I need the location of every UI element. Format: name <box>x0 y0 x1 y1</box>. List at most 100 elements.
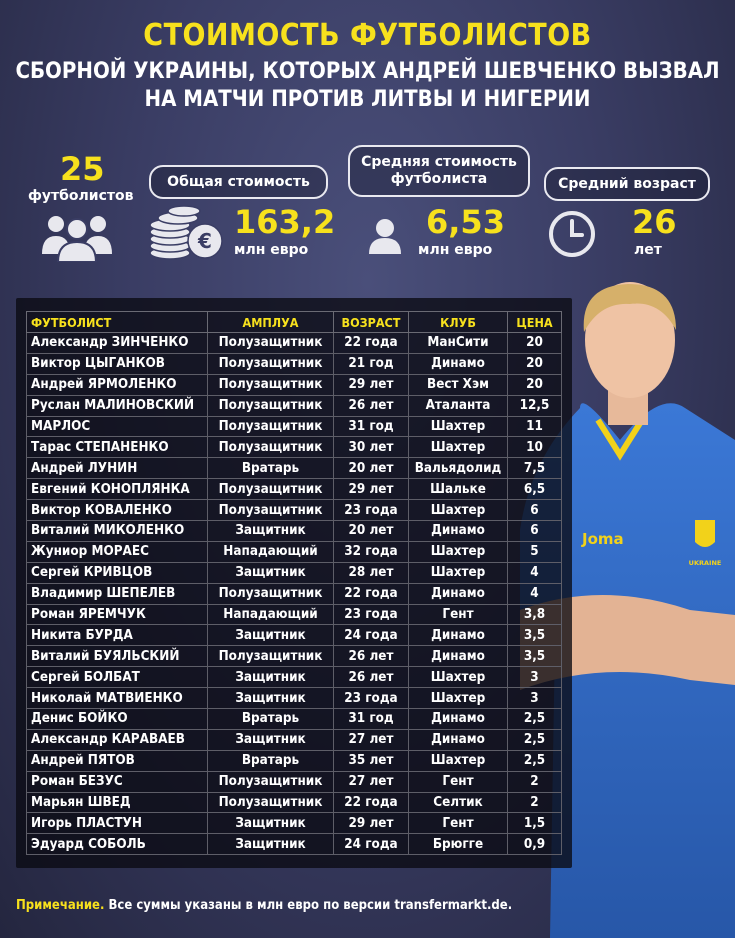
player-role: Полузащитник <box>207 499 334 522</box>
player-role: Защитник <box>207 624 334 647</box>
player-role: Полузащитник <box>207 478 334 501</box>
header-role: АМПЛУА <box>207 311 334 333</box>
player-club: Гент <box>408 812 508 835</box>
table-row: МАРЛОС Полузащитник 31 год Шахтер 11 <box>26 415 562 438</box>
table-row: Никита БУРДА Защитник 24 года Динамо 3,5 <box>26 624 562 647</box>
player-name: МАРЛОС <box>26 415 208 438</box>
player-role: Нападающий <box>207 603 334 626</box>
people-group-icon <box>42 216 112 262</box>
svg-text:€: € <box>197 229 212 253</box>
player-name: Роман ЯРЕМЧУК <box>26 603 208 626</box>
average-age-label: Средний возраст <box>544 167 710 201</box>
player-role: Полузащитник <box>207 332 334 354</box>
player-name: Виталий МИКОЛЕНКО <box>26 520 208 542</box>
average-value-label: Средняя стоимость футболиста <box>348 145 530 197</box>
player-age: 30 лет <box>333 436 409 459</box>
player-age: 31 год <box>333 415 409 438</box>
header-club: КЛУБ <box>408 311 508 333</box>
table-row: Роман БЕЗУС Полузащитник 27 лет Гент 2 <box>26 770 562 793</box>
player-club: Динамо <box>408 624 508 647</box>
player-age: 35 лет <box>333 749 409 772</box>
player-price: 2 <box>507 791 562 814</box>
clock-icon <box>549 211 595 257</box>
player-name: Александр ЗИНЧЕНКО <box>26 332 208 354</box>
player-role: Полузащитник <box>207 645 334 668</box>
player-club: Шахтер <box>408 436 508 459</box>
player-age: 20 лет <box>333 457 409 480</box>
player-name: Жуниор МОРАЕС <box>26 540 208 563</box>
player-name: Руслан МАЛИНОВСКИЙ <box>26 394 208 417</box>
player-name: Евгений КОНОПЛЯНКА <box>26 478 208 501</box>
player-age: 31 год <box>333 708 409 730</box>
player-name: Андрей ЯРМОЛЕНКО <box>26 373 208 396</box>
player-age: 23 года <box>333 687 409 710</box>
player-price: 20 <box>507 352 562 375</box>
player-price: 2,5 <box>507 749 562 772</box>
average-age: 26 <box>632 203 677 241</box>
player-club: Шахтер <box>408 540 508 563</box>
player-age: 22 года <box>333 332 409 354</box>
player-name: Виктор ЦЫГАНКОВ <box>26 352 208 375</box>
table-row: Александр ЗИНЧЕНКО Полузащитник 22 года Ман… <box>26 332 562 354</box>
player-price: 6 <box>507 499 562 522</box>
player-name: Тарас СТЕПАНЕНКО <box>26 436 208 459</box>
average-value-unit: млн евро <box>418 242 493 258</box>
player-club: Вест Хэм <box>408 373 508 396</box>
player-age: 26 лет <box>333 645 409 668</box>
player-role: Вратарь <box>207 708 334 730</box>
header-age: ВОЗРАСТ <box>333 311 409 333</box>
player-price: 6,5 <box>507 478 562 501</box>
player-club: Шальке <box>408 478 508 501</box>
table-body: Александр ЗИНЧЕНКО Полузащитник 22 года Ман… <box>26 332 562 856</box>
player-club: Шахтер <box>408 499 508 522</box>
player-role: Защитник <box>207 666 334 689</box>
player-price: 10 <box>507 436 562 459</box>
header-player: ФУТБОЛИСТ <box>26 311 208 333</box>
player-club: Брюгге <box>408 833 508 856</box>
player-club: Шахтер <box>408 666 508 689</box>
table-row: Роман ЯРЕМЧУК Нападающий 23 года Гент 3,8 <box>26 603 562 626</box>
footnote-text: Все суммы указаны в млн евро по версии t… <box>108 898 513 913</box>
player-club: Вальядолид <box>408 457 508 480</box>
player-age: 29 лет <box>333 478 409 501</box>
table-row: Тарас СТЕПАНЕНКО Полузащитник 30 лет Шахтер… <box>26 436 562 459</box>
player-age: 27 лет <box>333 770 409 793</box>
player-role: Защитник <box>207 520 334 542</box>
player-club: Динамо <box>408 582 508 605</box>
player-name: Андрей ЛУНИН <box>26 457 208 480</box>
players-label: футболистов <box>28 188 134 204</box>
player-price: 3,8 <box>507 603 562 626</box>
table-row: Евгений КОНОПЛЯНКА Полузащитник 29 лет Шаль… <box>26 478 562 501</box>
table-row: Руслан МАЛИНОВСКИЙ Полузащитник 26 лет Атал… <box>26 394 562 417</box>
player-name: Виктор КОВАЛЕНКО <box>26 499 208 522</box>
player-role: Вратарь <box>207 749 334 772</box>
player-price: 3,5 <box>507 624 562 647</box>
player-photo: Joma UKRAINE <box>520 282 735 938</box>
player-club: Шахтер <box>408 749 508 772</box>
player-price: 2,5 <box>507 728 562 751</box>
average-value-label-line-2: футболиста <box>390 171 488 187</box>
player-name: Сергей КРИВЦОВ <box>26 561 208 584</box>
player-club: Гент <box>408 603 508 626</box>
player-role: Полузащитник <box>207 770 334 793</box>
table-row: Андрей ПЯТОВ Вратарь 35 лет Шахтер 2,5 <box>26 749 562 772</box>
player-price: 20 <box>507 332 562 354</box>
player-club: МанСити <box>408 332 508 354</box>
table-row: Виктор КОВАЛЕНКО Полузащитник 23 года Шахте… <box>26 499 562 522</box>
player-price: 0,9 <box>507 833 562 856</box>
player-price: 2 <box>507 770 562 793</box>
player-age: 26 лет <box>333 666 409 689</box>
player-age: 32 года <box>333 540 409 563</box>
average-value-label-line-1: Средняя стоимость <box>361 154 517 170</box>
player-name: Николай МАТВИЕНКО <box>26 687 208 710</box>
table-row: Виталий МИКОЛЕНКО Защитник 20 лет Динамо 6 <box>26 520 562 542</box>
table-row: Эдуард СОБОЛЬ Защитник 24 года Брюгге 0,9 <box>26 833 562 856</box>
players-count: 25 <box>60 150 105 188</box>
player-age: 27 лет <box>333 728 409 751</box>
player-club: Шахтер <box>408 561 508 584</box>
player-name: Эдуард СОБОЛЬ <box>26 833 208 856</box>
player-club: Динамо <box>408 728 508 751</box>
header-price: ЦЕНА <box>507 311 562 333</box>
player-role: Защитник <box>207 561 334 584</box>
player-name: Денис БОЙКО <box>26 708 208 730</box>
